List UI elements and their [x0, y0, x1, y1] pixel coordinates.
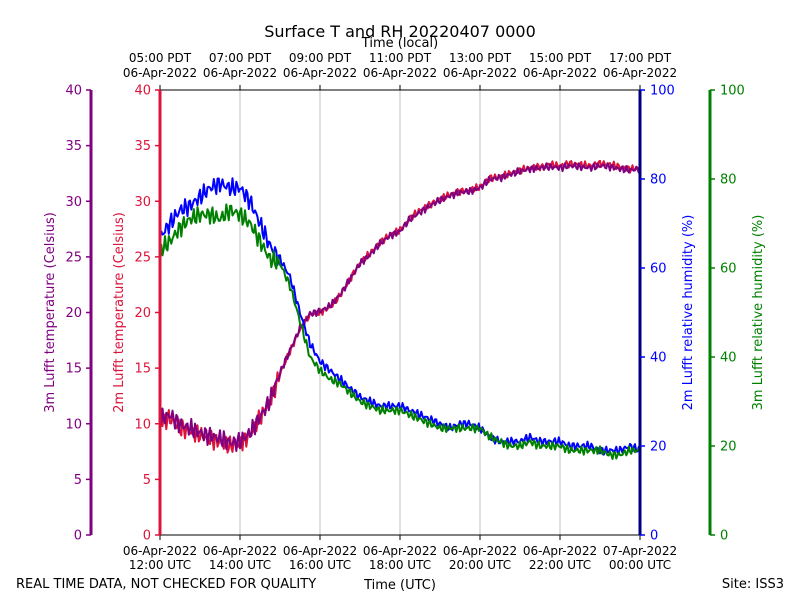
x-tick-local-time: 17:00 PDT [609, 51, 672, 65]
x-tick-utc-time: 20:00 UTC [449, 558, 511, 572]
y-tick-label-temp2m: 0 [143, 529, 151, 544]
y-axis-label-rh2m: 2m Lufft relative humidity (%) [681, 215, 696, 411]
x-tick-utc-time: 18:00 UTC [369, 558, 431, 572]
grid-lines [239, 90, 561, 535]
x-tick-local-date: 06-Apr-2022 [523, 66, 597, 80]
x-tick-utc-time: 12:00 UTC [129, 558, 191, 572]
y-tick-label-temp2m: 15 [134, 362, 151, 377]
x-tick-local-time: 11:00 PDT [369, 51, 432, 65]
x-tick-utc-time: 14:00 UTC [209, 558, 271, 572]
x-tick-local-date: 06-Apr-2022 [443, 66, 517, 80]
y-tick-label-temp2m: 10 [134, 417, 151, 432]
x-tick-local-date: 06-Apr-2022 [603, 66, 677, 80]
y-tick-label-rh2m: 0 [650, 529, 658, 544]
y-tick-label-temp3m: 40 [65, 84, 82, 99]
y-tick-label-temp2m: 30 [134, 195, 151, 210]
y-axis-label-temp3m: 3m Lufft temperature (Celsius) [43, 212, 58, 413]
x-tick-utc-date: 06-Apr-2022 [523, 544, 597, 558]
y-tick-label-temp3m: 0 [74, 529, 82, 544]
y-tick-label-temp2m: 5 [143, 473, 151, 488]
x-tick-local-time: 07:00 PDT [209, 51, 272, 65]
y-tick-label-temp2m: 35 [134, 139, 151, 154]
x-axis-label: Time (UTC) [363, 578, 436, 593]
y-tick-label-rh2m: 60 [650, 262, 667, 277]
plot-frame [89, 89, 712, 536]
series-line-rh3m [159, 203, 641, 460]
x-tick-utc-date: 07-Apr-2022 [603, 544, 677, 558]
x-tick-utc-time: 22:00 UTC [529, 558, 591, 572]
x-tick-local-date: 06-Apr-2022 [123, 66, 197, 80]
x-tick-utc-date: 06-Apr-2022 [123, 544, 197, 558]
y-tick-label-rh2m: 40 [650, 351, 667, 366]
y-tick-label-rh2m: 20 [650, 440, 667, 455]
x-tick-utc-time: 00:00 UTC [609, 558, 671, 572]
y-tick-label-temp2m: 20 [134, 306, 151, 321]
series-line-temp3m [159, 162, 641, 452]
y-axis-label-rh3m: 3m Lufft relative humidity (%) [751, 215, 766, 411]
y-tick-label-temp3m: 15 [65, 362, 82, 377]
x-tick-utc-time: 16:00 UTC [289, 558, 351, 572]
y-tick-label-rh2m: 100 [650, 84, 675, 99]
y-tick-label-rh3m: 60 [720, 262, 737, 277]
x-tick-local-date: 06-Apr-2022 [203, 66, 277, 80]
series-line-rh2m [159, 177, 641, 456]
y-tick-label-temp3m: 30 [65, 195, 82, 210]
x-tick-utc-date: 06-Apr-2022 [283, 544, 357, 558]
y-tick-label-temp3m: 10 [65, 417, 82, 432]
y-tick-label-rh3m: 40 [720, 351, 737, 366]
y-tick-label-rh3m: 20 [720, 440, 737, 455]
chart-title: Surface T and RH 20220407 0000 [264, 22, 536, 41]
x-tick-local-time: 05:00 PDT [129, 51, 192, 65]
x-tick-utc-date: 06-Apr-2022 [443, 544, 517, 558]
y-tick-label-temp3m: 20 [65, 306, 82, 321]
y-tick-label-rh3m: 100 [720, 84, 745, 99]
x-tick-local-date: 06-Apr-2022 [283, 66, 357, 80]
series-lines [159, 159, 641, 460]
x-tick-local-time: 09:00 PDT [289, 51, 352, 65]
x-tick-utc-date: 06-Apr-2022 [203, 544, 277, 558]
x-tick-utc-date: 06-Apr-2022 [363, 544, 437, 558]
x-tick-local-time: 15:00 PDT [529, 51, 592, 65]
y-tick-label-temp3m: 25 [65, 250, 82, 265]
footer-quality-note: REAL TIME DATA, NOT CHECKED FOR QUALITY [16, 577, 316, 592]
y-tick-label-temp3m: 5 [74, 473, 82, 488]
y-tick-label-rh3m: 0 [720, 529, 728, 544]
top-axis-label: Time (local) [361, 36, 438, 51]
y-tick-label-rh2m: 80 [650, 173, 667, 188]
footer-site: Site: ISS3 [722, 577, 784, 592]
y-tick-label-temp2m: 25 [134, 250, 151, 265]
x-tick-local-date: 06-Apr-2022 [363, 66, 437, 80]
y-tick-label-temp2m: 40 [134, 84, 151, 99]
y-tick-label-rh3m: 80 [720, 173, 737, 188]
y-axis-label-temp2m: 2m Lufft temperature (Celsius) [112, 212, 127, 413]
y-tick-label-temp3m: 35 [65, 139, 82, 154]
x-tick-local-time: 13:00 PDT [449, 51, 512, 65]
